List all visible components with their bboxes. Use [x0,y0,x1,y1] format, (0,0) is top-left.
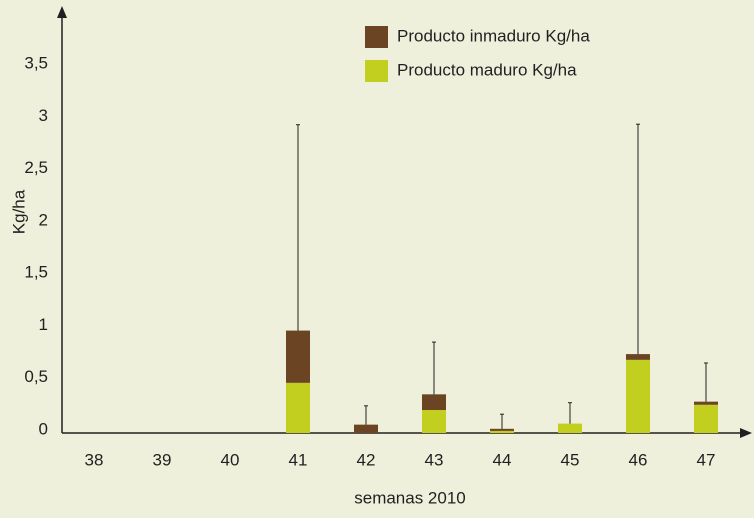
x-tick-label: 46 [629,450,648,469]
x-tick-label: 45 [561,450,580,469]
legend-label: Producto inmaduro Kg/ha [397,26,590,45]
x-tick-label: 42 [357,450,376,469]
bar-segment [490,430,514,433]
y-tick-label: 3,5 [24,54,48,73]
legend-swatch [365,60,388,82]
y-tick-label: 0,5 [24,367,48,386]
y-tick-label: 2,5 [24,158,48,177]
y-tick-label: 1,5 [24,263,48,282]
bar-segment [626,359,650,433]
y-tick-label: 3 [39,106,48,125]
x-tick-label: 40 [221,450,240,469]
y-tick-label: 0 [39,419,48,438]
bar-segment [490,428,514,431]
bar-segment [286,330,310,383]
y-axis-label: Kg/ha [9,189,28,234]
x-tick-label: 41 [289,450,308,469]
bar-segment [422,410,446,433]
x-tick-label: 39 [153,450,172,469]
bar-segment [558,423,582,433]
y-tick-label: 2 [39,210,48,229]
bar-segment [286,382,310,433]
legend-swatch [365,26,388,48]
x-tick-label: 47 [697,450,716,469]
bar-segment [694,401,718,405]
x-axis-arrow [740,428,752,438]
bar-segment [422,394,446,411]
bar-segment [354,424,378,433]
bar-segment [694,404,718,433]
x-axis-label: semanas 2010 [354,488,466,507]
x-tick-label: 43 [425,450,444,469]
legend-label: Producto maduro Kg/ha [397,60,577,79]
y-tick-label: 1 [39,315,48,334]
x-tick-label: 38 [85,450,104,469]
bar-segment [626,354,650,360]
x-tick-label: 44 [493,450,512,469]
y-axis-arrow [57,6,67,18]
